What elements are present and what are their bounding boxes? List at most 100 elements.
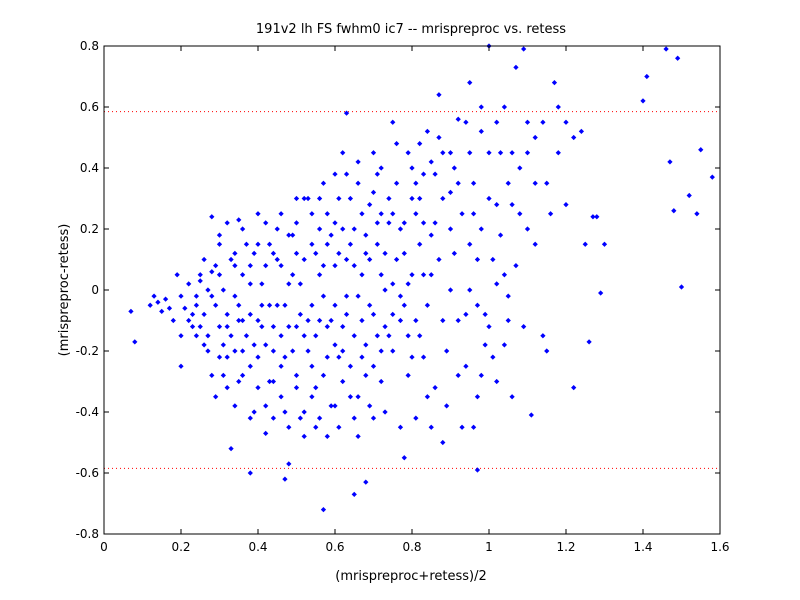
- data-point: [459, 211, 465, 217]
- data-point: [290, 232, 296, 238]
- data-point: [251, 409, 257, 415]
- data-point: [178, 333, 184, 339]
- data-point: [382, 250, 388, 257]
- data-point: [213, 302, 219, 308]
- data-point: [363, 372, 369, 379]
- data-point: [447, 189, 454, 196]
- data-point: [671, 208, 677, 214]
- data-point: [243, 333, 250, 339]
- data-point: [694, 211, 700, 217]
- data-point: [247, 470, 253, 476]
- data-point: [290, 348, 296, 354]
- data-point: [486, 323, 492, 330]
- data-point: [370, 415, 377, 421]
- data-point: [324, 323, 330, 330]
- data-point: [305, 348, 311, 354]
- data-point: [162, 296, 169, 302]
- data-point: [340, 226, 346, 232]
- data-point: [247, 311, 253, 318]
- data-point: [205, 348, 211, 354]
- data-point: [224, 384, 230, 391]
- data-point: [413, 415, 419, 421]
- data-point: [598, 290, 604, 296]
- data-point: [378, 211, 384, 217]
- data-point: [293, 250, 300, 257]
- data-point: [220, 342, 226, 348]
- data-point: [405, 281, 411, 287]
- data-point: [216, 232, 223, 238]
- data-point: [428, 272, 434, 278]
- data-point: [193, 302, 200, 308]
- data-point: [286, 424, 292, 430]
- data-point: [313, 384, 319, 391]
- data-point: [513, 64, 519, 70]
- data-point: [309, 363, 315, 369]
- data-point: [278, 394, 284, 400]
- data-point: [478, 226, 484, 232]
- data-point: [586, 339, 592, 345]
- data-point: [432, 171, 438, 177]
- data-point: [216, 272, 223, 278]
- data-point: [216, 354, 223, 360]
- data-point: [401, 250, 407, 257]
- data-point: [486, 150, 492, 156]
- x-tick-label: 1: [485, 540, 493, 554]
- data-point: [336, 195, 342, 202]
- data-point: [363, 250, 369, 257]
- data-point: [228, 333, 234, 339]
- data-point: [424, 302, 431, 308]
- data-point: [224, 311, 230, 318]
- data-point: [286, 232, 292, 238]
- data-point: [486, 195, 492, 202]
- data-point: [286, 461, 292, 467]
- data-point: [470, 424, 477, 430]
- data-point: [417, 140, 423, 147]
- data-point: [313, 333, 319, 339]
- data-point: [224, 354, 230, 360]
- data-point: [686, 192, 692, 199]
- data-point: [582, 241, 588, 247]
- data-point: [528, 412, 534, 418]
- data-point: [359, 354, 365, 360]
- data-point: [555, 150, 561, 156]
- data-point: [232, 293, 238, 299]
- data-point: [678, 284, 685, 290]
- data-point: [332, 262, 338, 269]
- data-point: [355, 293, 361, 299]
- data-point: [390, 211, 396, 217]
- data-point: [478, 104, 484, 110]
- data-point: [447, 226, 454, 232]
- data-point: [343, 311, 350, 318]
- data-point: [393, 140, 400, 147]
- x-tick-label: 1.6: [710, 540, 729, 554]
- data-point: [259, 281, 265, 287]
- data-point: [309, 394, 315, 400]
- data-point: [239, 317, 246, 324]
- data-point: [340, 348, 346, 354]
- data-point: [216, 241, 223, 247]
- data-point: [428, 424, 434, 430]
- data-point: [182, 305, 188, 311]
- data-point: [409, 195, 415, 202]
- y-tick-label: 0.4: [80, 161, 99, 175]
- data-point: [513, 262, 519, 269]
- data-point: [297, 281, 303, 287]
- data-point: [263, 403, 269, 409]
- data-point: [155, 299, 161, 305]
- data-point: [544, 348, 550, 354]
- data-point: [501, 272, 508, 278]
- data-point: [540, 119, 546, 125]
- data-point: [301, 195, 307, 202]
- data-point: [467, 150, 473, 156]
- data-point: [663, 46, 669, 52]
- data-point: [255, 384, 261, 391]
- data-point: [274, 256, 280, 263]
- data-point: [201, 342, 207, 348]
- data-point: [270, 250, 277, 257]
- data-point: [397, 317, 404, 324]
- data-point: [401, 220, 407, 226]
- data-point: [497, 232, 504, 238]
- data-point: [332, 342, 338, 348]
- data-point: [463, 311, 469, 318]
